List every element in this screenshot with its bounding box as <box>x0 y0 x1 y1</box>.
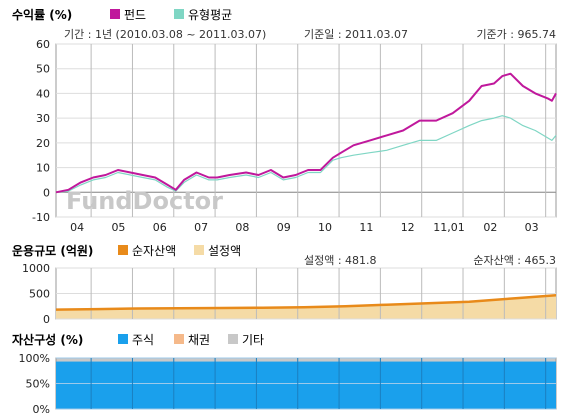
returns-xtick: 06 <box>153 221 167 234</box>
fund-size-ytick: 1000 <box>22 262 50 275</box>
returns-xtick: 07 <box>194 221 208 234</box>
returns-xtick: 03 <box>525 221 539 234</box>
returns-xtick: 11 <box>359 221 373 234</box>
series-area-stock <box>56 361 556 409</box>
series-line-peer-avg <box>55 115 557 193</box>
legend-label-peer-avg: 유형평균 <box>188 8 232 22</box>
returns-xtick: 11,01 <box>433 221 465 234</box>
returns-ytick: 40 <box>36 87 50 100</box>
fund-size-title: 운용규모 (억원) <box>12 243 93 258</box>
asset-mix-ytick: 0% <box>33 403 50 416</box>
legend-label-other: 기타 <box>242 333 264 347</box>
series-line-net-assets <box>55 294 557 311</box>
returns-xtick: 09 <box>277 221 291 234</box>
legend-label-bond: 채권 <box>188 333 210 347</box>
legend-label-net-assets: 순자산액 <box>132 244 176 258</box>
returns-plot-area <box>55 43 557 218</box>
fund-size-set-amount-label: 설정액 : 481.8 <box>304 254 377 267</box>
returns-xtick: 08 <box>235 221 249 234</box>
fund-size-ytick: 500 <box>29 288 50 301</box>
returns-xtick: 04 <box>70 221 84 234</box>
legend-label-stock: 주식 <box>132 333 154 347</box>
asset-mix-title: 자산구성 (%) <box>12 332 83 347</box>
legend-swatch-peer-avg <box>174 9 184 19</box>
fund-size-ytick: 0 <box>43 313 50 326</box>
asset-mix-ytick: 100% <box>19 352 50 365</box>
returns-ytick: 10 <box>36 162 50 175</box>
legend-swatch-fund <box>110 9 120 19</box>
asset-mix-ytick: 50% <box>26 378 50 391</box>
returns-ytick: -10 <box>32 211 50 224</box>
legend-label-fund: 펀드 <box>124 8 146 22</box>
returns-xtick: 05 <box>111 221 125 234</box>
legend-swatch-net-assets <box>118 245 128 255</box>
legend-swatch-other <box>228 334 238 344</box>
returns-title: 수익률 (%) <box>12 8 72 22</box>
series-area-set-amount <box>56 294 556 319</box>
returns-ytick: 50 <box>36 63 50 76</box>
returns-base-price-label: 기준가 : 965.74 <box>476 28 556 41</box>
fund-size-net-assets-label: 순자산액 : 465.3 <box>473 254 556 267</box>
legend-swatch-set-amount <box>194 245 204 255</box>
returns-ytick: 0 <box>43 186 50 199</box>
returns-xtick: 02 <box>483 221 497 234</box>
returns-period-label: 기간 : 1년 (2010.03.08 ~ 2011.03.07) <box>64 28 266 41</box>
returns-ytick: 60 <box>36 38 50 51</box>
legend-swatch-bond <box>174 334 184 344</box>
legend-swatch-stock <box>118 334 128 344</box>
watermark: FundDoctor <box>66 187 223 215</box>
series-line-fund <box>55 72 557 194</box>
returns-ytick: 30 <box>36 112 50 125</box>
legend-label-set-amount: 설정액 <box>208 244 241 258</box>
returns-xtick: 10 <box>318 221 332 234</box>
returns-xtick: 12 <box>401 221 415 234</box>
returns-base-date-label: 기준일 : 2011.03.07 <box>304 27 408 41</box>
returns-ytick: 20 <box>36 137 50 150</box>
